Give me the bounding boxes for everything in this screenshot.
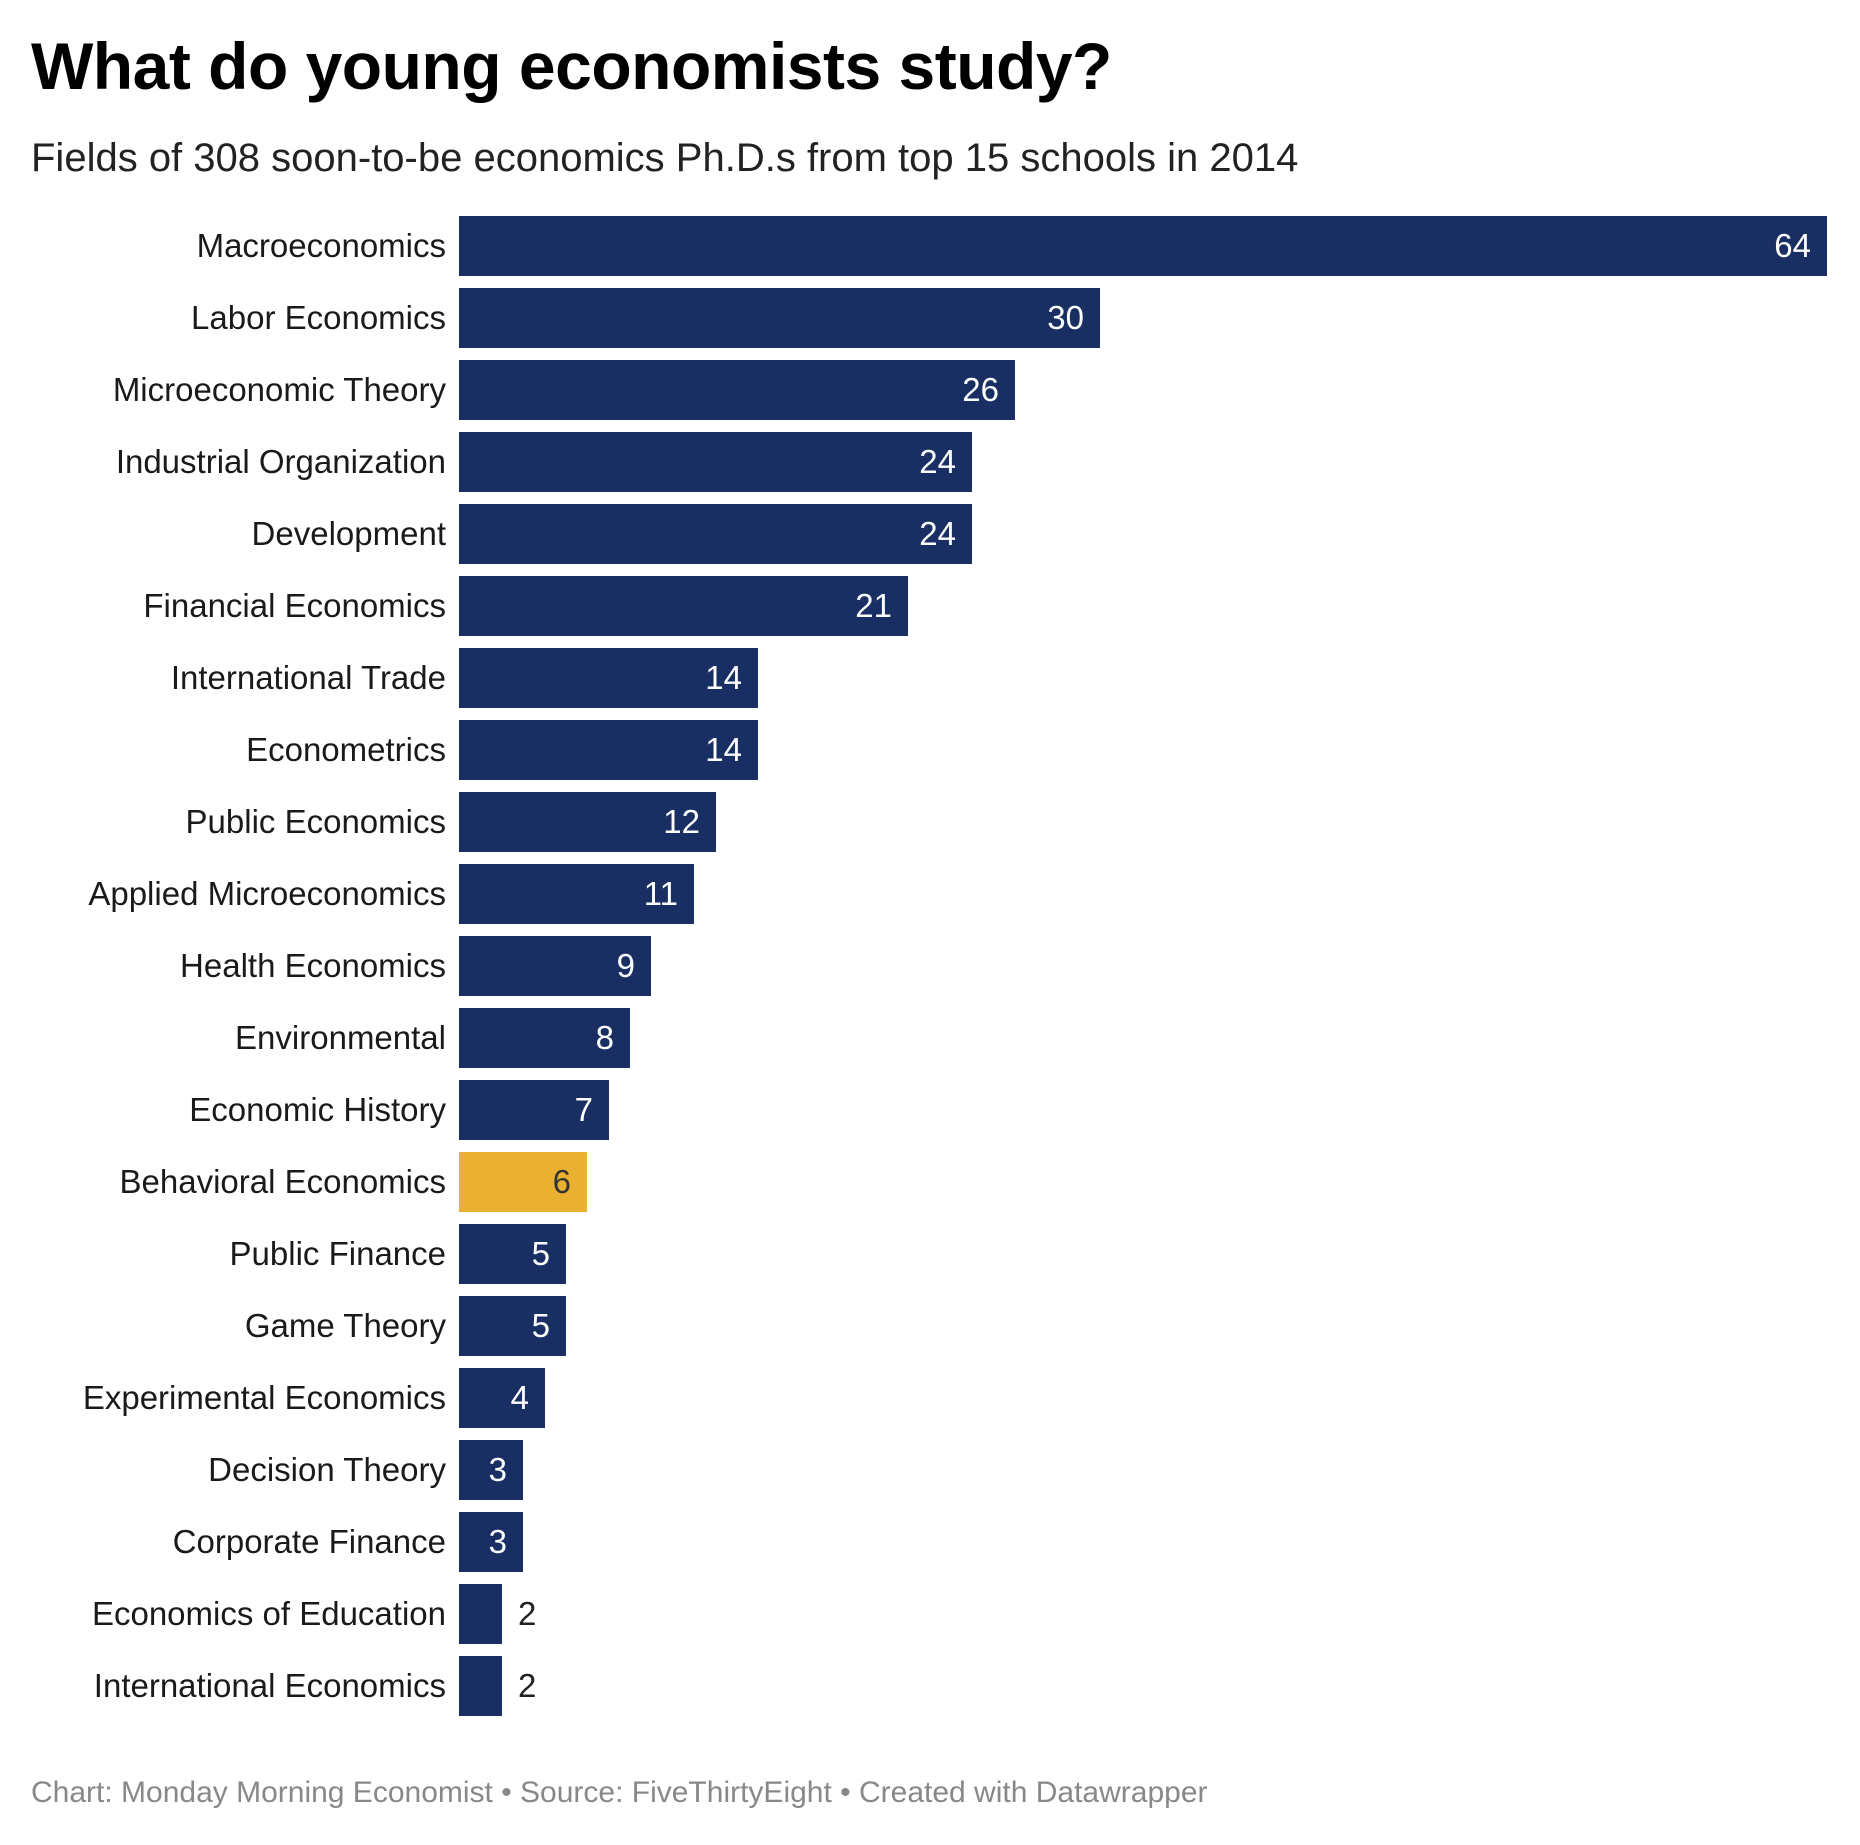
category-label: Microeconomic Theory <box>112 371 446 408</box>
category-label: Behavioral Economics <box>119 1163 447 1200</box>
value-label: 2 <box>518 1595 537 1632</box>
value-label: 3 <box>488 1523 507 1560</box>
bar-row: Financial Economics 21 <box>0 576 1860 636</box>
category-label: Economic History <box>189 1091 446 1128</box>
bar-row: Industrial Organization 24 <box>0 432 1860 492</box>
bar-row: Macroeconomics 64 <box>0 216 1860 276</box>
category-label: Development <box>251 515 446 552</box>
bar <box>459 936 651 996</box>
value-label: 14 <box>705 659 742 696</box>
category-label: Health Economics <box>180 947 446 984</box>
category-label: Experimental Economics <box>82 1379 446 1416</box>
bar <box>459 720 758 780</box>
category-label: Environmental <box>235 1019 446 1056</box>
value-label: 9 <box>616 947 635 984</box>
bar-row: Economic History 7 <box>0 1080 1860 1140</box>
bar-row: Economics of Education 2 <box>0 1584 1860 1644</box>
chart-subtitle: Fields of 308 soon-to-be economics Ph.D.… <box>31 136 1299 180</box>
value-label: 5 <box>531 1235 550 1272</box>
category-label: International Trade <box>170 659 446 696</box>
value-label: 4 <box>510 1379 529 1416</box>
bar-row: International Trade 14 <box>0 648 1860 708</box>
category-label: Economics of Education <box>91 1595 446 1632</box>
value-label: 21 <box>855 587 892 624</box>
value-label: 30 <box>1047 299 1084 336</box>
category-label: Game Theory <box>244 1307 446 1344</box>
category-label: Applied Microeconomics <box>88 875 446 912</box>
bar <box>459 864 694 924</box>
bar <box>459 504 972 564</box>
bar-row: Health Economics 9 <box>0 936 1860 996</box>
category-label: Econometrics <box>246 731 446 768</box>
bar <box>459 1224 566 1284</box>
bar-row: Experimental Economics 4 <box>0 1368 1860 1428</box>
chart-footer: Chart: Monday Morning Economist • Source… <box>31 1776 1208 1809</box>
value-label: 3 <box>488 1451 507 1488</box>
bar <box>459 1080 609 1140</box>
bar <box>459 1656 502 1716</box>
bar <box>459 288 1100 348</box>
chart-title: What do young economists study? <box>31 29 1112 103</box>
bar-row: Corporate Finance 3 <box>0 1512 1860 1572</box>
value-label: 2 <box>518 1667 537 1704</box>
value-label: 8 <box>595 1019 614 1056</box>
bar <box>459 432 972 492</box>
category-label: Decision Theory <box>208 1451 446 1488</box>
bar-row: Development 24 <box>0 504 1860 564</box>
bar-row: Game Theory 5 <box>0 1296 1860 1356</box>
category-label: Industrial Organization <box>115 443 446 480</box>
bar-highlighted <box>459 1152 587 1212</box>
category-label: Labor Economics <box>191 299 446 336</box>
bar <box>459 1296 566 1356</box>
bar <box>459 1512 523 1572</box>
category-label: Financial Economics <box>143 587 446 624</box>
category-label: Corporate Finance <box>172 1523 446 1560</box>
value-label: 7 <box>574 1091 593 1128</box>
bar <box>459 216 1827 276</box>
bar <box>459 576 908 636</box>
bar-row: Behavioral Economics 6 <box>0 1152 1860 1212</box>
bar-row: Econometrics 14 <box>0 720 1860 780</box>
bar-row: Decision Theory 3 <box>0 1440 1860 1500</box>
value-label: 5 <box>531 1307 550 1344</box>
bar <box>459 648 758 708</box>
bar-row: Microeconomic Theory 26 <box>0 360 1860 420</box>
bar <box>459 1440 523 1500</box>
bar-row: Public Finance 5 <box>0 1224 1860 1284</box>
value-label: 6 <box>552 1163 571 1200</box>
bar <box>459 1008 630 1068</box>
value-label: 24 <box>919 515 956 552</box>
value-label: 14 <box>705 731 742 768</box>
category-label: Public Economics <box>185 803 446 840</box>
bar <box>459 1368 545 1428</box>
bar <box>459 1584 502 1644</box>
value-label: 24 <box>919 443 956 480</box>
bar <box>459 792 716 852</box>
bar-row: International Economics 2 <box>0 1656 1860 1716</box>
bar <box>459 360 1015 420</box>
category-label: Public Finance <box>229 1235 446 1272</box>
value-label: 11 <box>643 875 678 912</box>
bar-row: Public Economics 12 <box>0 792 1860 852</box>
value-label: 64 <box>1774 227 1811 264</box>
category-label: Macroeconomics <box>196 227 446 264</box>
category-label: International Economics <box>93 1667 446 1704</box>
value-label: 12 <box>663 803 700 840</box>
bar-row: Labor Economics 30 <box>0 288 1860 348</box>
bar-row: Environmental 8 <box>0 1008 1860 1068</box>
value-label: 26 <box>962 371 999 408</box>
bar-row: Applied Microeconomics 11 <box>0 864 1860 924</box>
